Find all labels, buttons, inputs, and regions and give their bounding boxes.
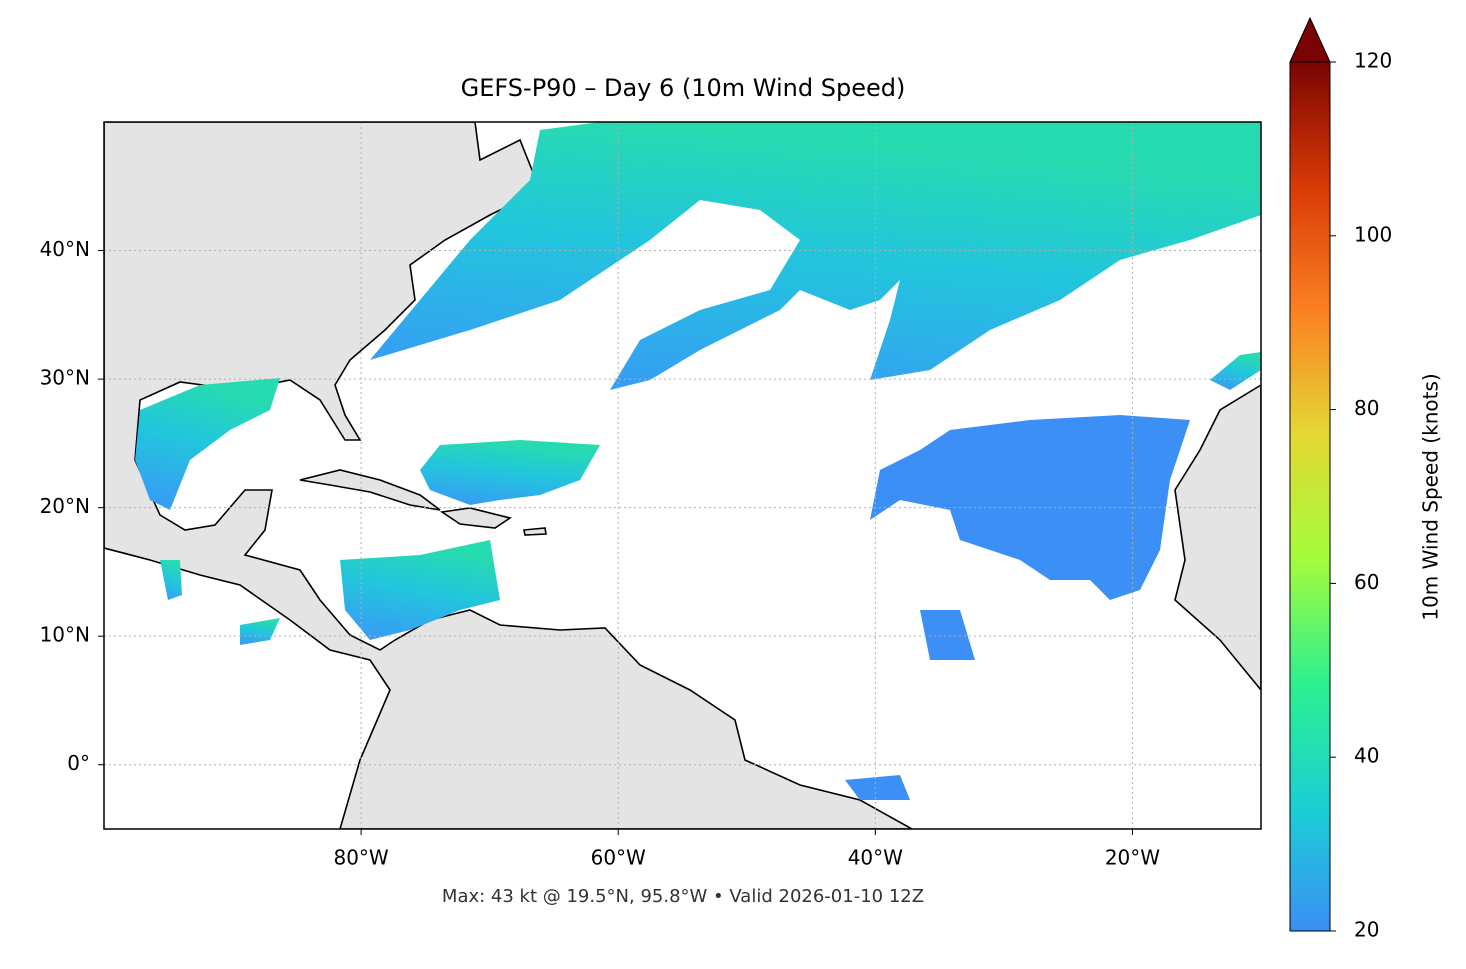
map	[104, 122, 1261, 829]
hispaniola	[439, 507, 512, 529]
x-tick-label: 60°W	[591, 846, 646, 870]
x-tick-label: 20°W	[1105, 846, 1160, 870]
colorbar-label: 10m Wind Speed (knots)	[1419, 373, 1443, 620]
africa	[1174, 384, 1261, 692]
colorbar-extend	[1289, 16, 1331, 63]
y-tick-label: 10°N	[40, 623, 90, 647]
y-tick-label: 40°N	[40, 237, 90, 261]
colorbar-tick-label: 20	[1354, 918, 1379, 942]
colorbar-tick-label: 40	[1354, 744, 1379, 768]
chart-title: GEFS-P90 – Day 6 (10m Wind Speed)	[461, 74, 906, 102]
colorbar-tick-label: 60	[1354, 570, 1379, 594]
colorbar-tick-label: 80	[1354, 396, 1379, 420]
x-tick-label: 80°W	[333, 846, 388, 870]
x-tick-label: 40°W	[848, 846, 903, 870]
y-tick-label: 30°N	[40, 366, 90, 390]
footer: Max: 43 kt @ 19.5°N, 95.8°W • Valid 2026…	[442, 886, 924, 907]
cuba	[299, 469, 441, 511]
y-tick-label: 20°N	[40, 494, 90, 518]
y-tick-label: 0°	[67, 751, 90, 775]
colorbar-tick-label: 100	[1354, 222, 1392, 246]
colorbar-tick-label: 120	[1354, 49, 1392, 73]
map-frame	[103, 121, 1262, 830]
colorbar	[1289, 61, 1331, 932]
puerto-rico	[523, 527, 547, 536]
americas	[104, 122, 914, 829]
